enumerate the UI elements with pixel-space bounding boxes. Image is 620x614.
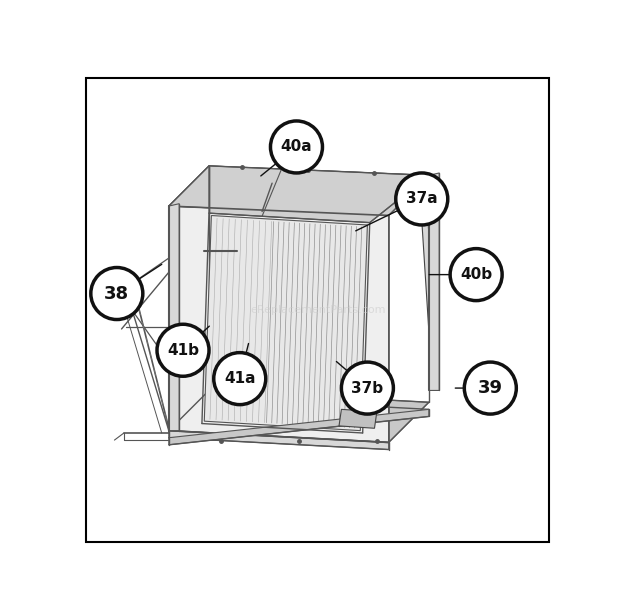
Polygon shape <box>169 166 429 216</box>
Text: 41b: 41b <box>167 343 199 358</box>
Polygon shape <box>429 173 439 391</box>
Circle shape <box>342 362 394 414</box>
Polygon shape <box>169 430 389 449</box>
Text: 40b: 40b <box>460 267 492 282</box>
Text: 37b: 37b <box>352 381 383 395</box>
Polygon shape <box>169 410 429 445</box>
Polygon shape <box>157 343 169 349</box>
Circle shape <box>157 324 209 376</box>
Circle shape <box>214 352 266 405</box>
Polygon shape <box>339 410 377 429</box>
Polygon shape <box>422 219 438 383</box>
Circle shape <box>91 268 143 319</box>
Circle shape <box>450 249 502 301</box>
Text: 41a: 41a <box>224 371 255 386</box>
Polygon shape <box>204 216 368 430</box>
Text: 38: 38 <box>104 284 130 303</box>
Text: 40a: 40a <box>281 139 312 155</box>
Text: 37a: 37a <box>406 192 438 206</box>
Polygon shape <box>169 204 179 430</box>
Polygon shape <box>169 206 389 443</box>
Circle shape <box>464 362 516 414</box>
Polygon shape <box>169 166 209 430</box>
Polygon shape <box>169 391 429 443</box>
Circle shape <box>270 121 322 173</box>
Polygon shape <box>209 166 429 223</box>
Circle shape <box>396 173 448 225</box>
Text: 39: 39 <box>478 379 503 397</box>
Text: eReplacementParts.com: eReplacementParts.com <box>250 305 386 315</box>
